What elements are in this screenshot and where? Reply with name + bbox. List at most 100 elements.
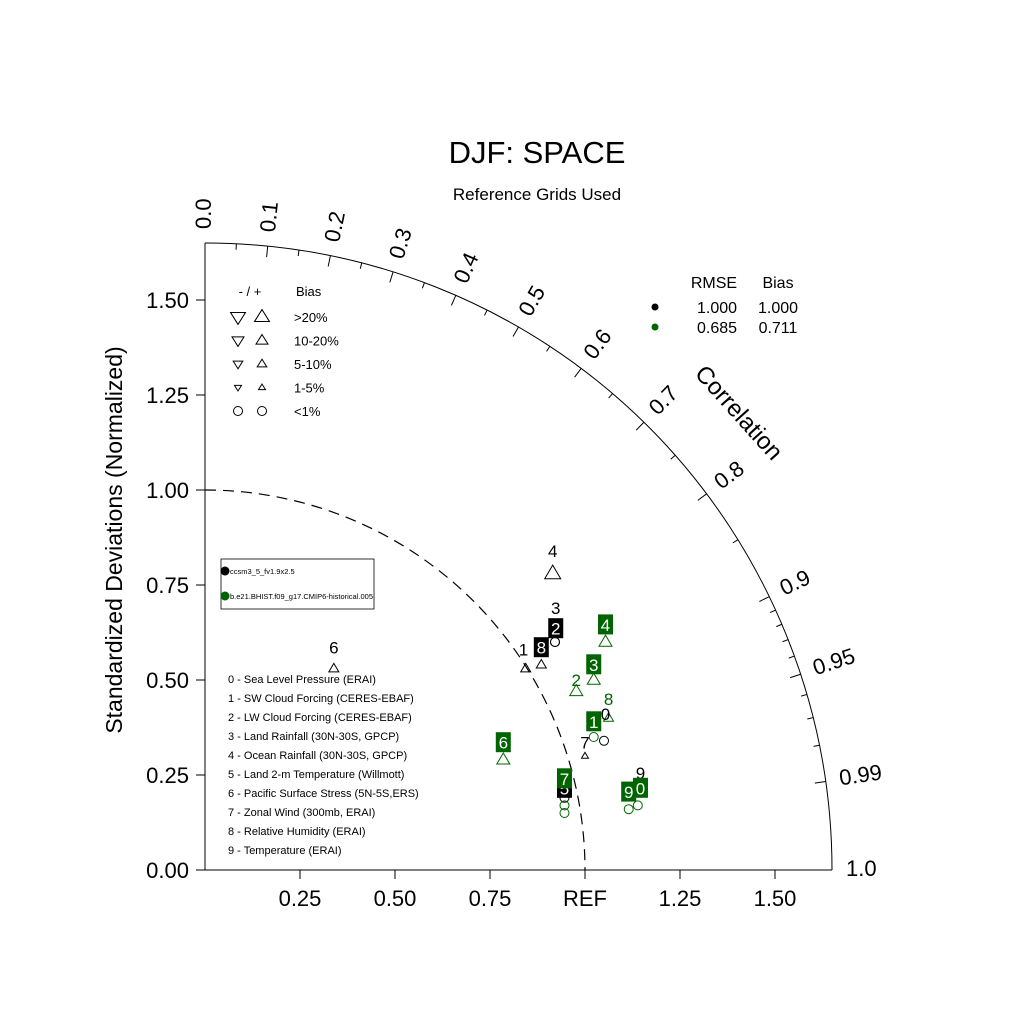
y-tick-label: 0.75 <box>146 573 189 598</box>
point-label: 0 <box>636 779 645 798</box>
correlation-minor-tick <box>769 609 776 613</box>
correlation-tick <box>635 421 645 431</box>
point-label-box <box>548 618 564 639</box>
chart-subtitle: Reference Grids Used <box>453 185 621 204</box>
correlation-tick-label: 0.8 <box>709 456 748 494</box>
correlation-tick <box>574 368 582 378</box>
point-label-box <box>556 768 572 789</box>
data-point-series0-0 <box>599 735 609 746</box>
correlation-minor-tick <box>801 693 808 697</box>
y-tick-label: 0.25 <box>146 763 189 788</box>
variable-legend-item: 8 - Relative Humidity (ERAI) <box>228 826 366 838</box>
point-label: 7 <box>580 734 589 753</box>
point-label-box <box>586 711 602 732</box>
y-tick-label: 1.00 <box>146 478 189 503</box>
x-tick-label: REF <box>563 886 607 911</box>
variable-legend-item: 4 - Ocean Rainfall (30N-30S, GPCP) <box>228 750 407 762</box>
point-label-box <box>586 654 602 675</box>
bias-legend-tri-down <box>231 336 245 348</box>
point-label-box <box>632 777 648 798</box>
data-point-series0-4 <box>543 564 562 580</box>
bias-legend-tri-down <box>229 311 247 326</box>
bias-legend-row-label: 5-10% <box>294 357 332 372</box>
data-point-series1-2 <box>568 683 584 697</box>
point-label: 8 <box>604 690 613 709</box>
correlation-minor-tick <box>782 639 789 643</box>
correlation-tick-label: 0.95 <box>810 643 858 680</box>
point-label-box <box>598 614 614 635</box>
correlation-tick-label: 0.9 <box>776 564 814 600</box>
correlation-tick <box>790 673 801 679</box>
variable-legend-item: 2 - LW Cloud Forcing (CERES-EBAF) <box>228 712 412 724</box>
correlation-tick-label: 0.3 <box>384 225 417 262</box>
correlation-tick <box>512 326 519 337</box>
correlation-tick-label: 0.2 <box>319 209 350 244</box>
correlation-arc <box>204 242 833 871</box>
correlation-tick-label: 0.4 <box>448 249 483 287</box>
bias-legend-circle <box>257 406 267 416</box>
point-label: 4 <box>601 616 610 635</box>
correlation-minor-tick <box>421 282 425 289</box>
point-label: 3 <box>589 656 598 675</box>
x-tick-label: 0.75 <box>469 886 512 911</box>
stats-legend-dot <box>651 323 659 331</box>
stats-legend-rmse-value: 1.000 <box>697 300 737 317</box>
correlation-tick <box>697 493 707 501</box>
correlation-tick-label: 0.99 <box>838 759 884 790</box>
data-point-series0-8 <box>535 658 548 669</box>
stats-legend-bias-header: Bias <box>762 275 793 292</box>
correlation-arc-title: Correlation <box>689 360 788 465</box>
stats-legend-bias-value: 1.000 <box>758 300 798 317</box>
data-point-series1-3 <box>586 672 602 685</box>
correlation-minor-tick <box>807 717 814 720</box>
case-legend-label: ccsm3_5_fv1.9x2.5 <box>230 567 295 576</box>
variable-legend-item: 9 - Temperature (ERAI) <box>228 845 342 857</box>
case-legend-dot <box>220 566 230 576</box>
point-label: 0 <box>601 705 610 724</box>
bias-legend-bias-header: Bias <box>296 284 322 299</box>
data-point-series1-6 <box>495 751 511 765</box>
data-point-series1-0 <box>632 800 643 811</box>
bias-legend-tri-down <box>232 360 244 370</box>
y-tick-label: 1.50 <box>146 288 189 313</box>
point-label: 7 <box>560 770 569 789</box>
bias-legend-tri-up <box>256 358 268 368</box>
bias-legend-row-label: 10-20% <box>294 334 339 349</box>
variable-legend-item: 0 - Sea Level Pressure (ERAI) <box>228 674 376 686</box>
stats-legend-bias-value: 0.711 <box>759 320 798 337</box>
bias-legend-circle <box>233 406 243 416</box>
correlation-tick-label: 0.5 <box>513 281 550 320</box>
point-label: 1 <box>519 641 528 660</box>
point-label: 6 <box>329 639 338 658</box>
correlation-tick <box>450 295 457 306</box>
x-tick-label: 0.50 <box>374 886 417 911</box>
bias-legend-tri-down <box>233 384 243 392</box>
legends-layer: - / + Bias >20% 10-20% 5-10% 1-5% <1% RMSE Bias 1… <box>220 275 798 857</box>
point-label: 6 <box>499 734 508 753</box>
x-tick-label: 0.25 <box>279 886 322 911</box>
correlation-tick <box>327 255 331 267</box>
data-point-series0-7 <box>580 751 590 759</box>
y-tick-label: 0.50 <box>146 668 189 693</box>
point-label: 4 <box>548 542 557 561</box>
correlation-tick <box>389 271 394 283</box>
correlation-minor-tick <box>359 262 363 269</box>
point-label: 9 <box>636 764 645 783</box>
y-tick-label: 0.00 <box>146 858 189 883</box>
case-legend-label: b.e21.BHIST.f09_g17.CMIP6-historical.005 <box>230 592 373 601</box>
correlation-minor-tick <box>546 346 551 352</box>
point-label: 3 <box>551 599 560 618</box>
correlation-tick-label: 0.0 <box>191 198 216 229</box>
correlation-minor-tick <box>776 623 783 628</box>
stats-legend-dot <box>651 303 659 311</box>
chart-title: DJF: SPACE <box>449 135 626 170</box>
reference-std-arc <box>204 489 586 871</box>
y-axis-title: Standardized Deviations (Normalized) <box>101 346 127 733</box>
variable-legend-item: 5 - Land 2-m Temperature (Willmott) <box>228 769 404 781</box>
correlation-minor-tick <box>732 539 739 544</box>
correlation-minor-tick <box>813 744 820 747</box>
correlation-tick-label: 0.6 <box>578 324 616 363</box>
variable-legend-item: 6 - Pacific Surface Stress (5N-5S,ERS) <box>228 788 419 800</box>
point-label: 9 <box>624 783 633 802</box>
correlation-tick <box>759 596 770 602</box>
